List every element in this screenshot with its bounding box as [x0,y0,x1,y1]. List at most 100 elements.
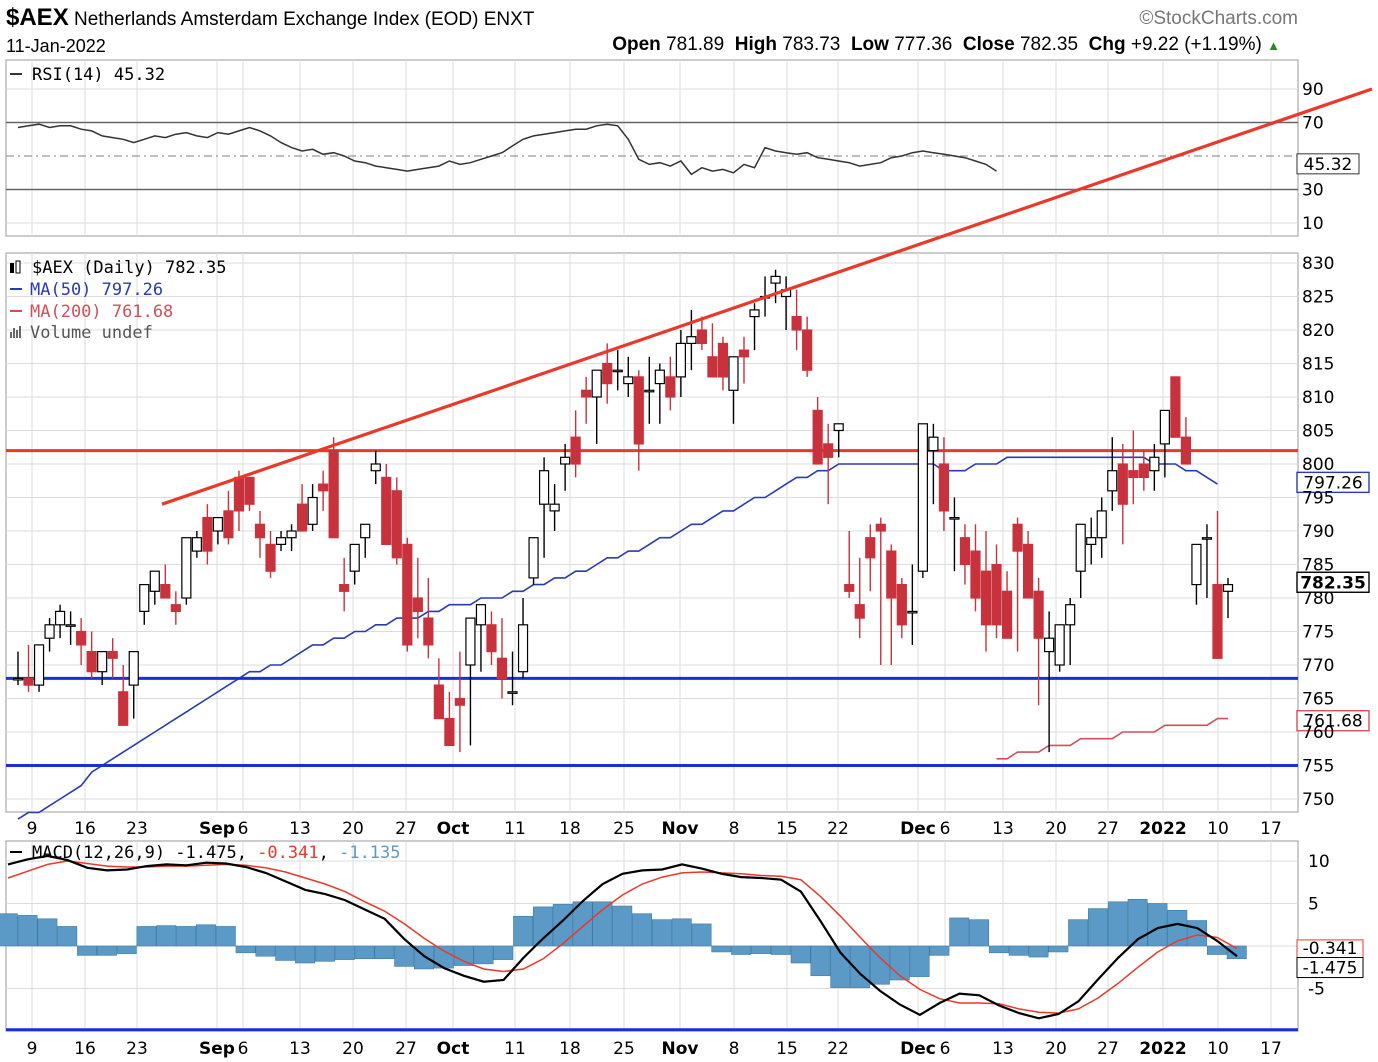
macd-line [7,854,1238,1020]
price-tick-label: 770 [1302,656,1334,676]
volume-legend: Volume undef [30,323,153,343]
x-tick-label: 11 [504,1039,526,1059]
candle-body [233,476,245,512]
x-tick-label: Oct [437,819,470,839]
price-legend-icon [10,260,21,274]
macd-hist-bar [929,945,950,956]
candle [1128,430,1139,505]
x-tick-label: 10 [1207,819,1229,839]
candle [412,557,423,639]
high-label: High [734,34,777,55]
x-tick-label: 2022 [1139,819,1186,839]
candle [296,484,308,532]
macd-hist-bar [37,918,58,947]
candle-body [1149,456,1160,472]
candle [791,289,802,351]
x-tick-label: 18 [559,1039,581,1059]
candle-body [370,463,381,472]
candle [802,316,813,377]
candle [633,370,644,471]
candle-body [86,650,97,673]
candle [149,570,160,605]
candle [12,651,24,686]
open-label: Open [612,34,661,55]
candle [886,544,897,665]
macd-panel: -0.341-1.475 [0,854,1364,1032]
trendline [161,87,1373,506]
ma50-marker-box [1296,471,1370,494]
x-tick-label: Nov [662,1039,699,1059]
x-tick-label: Sep [199,819,235,839]
candle [465,617,476,746]
candle [738,336,750,384]
macd-legend-hist: -1.135 [339,843,400,863]
open-value: 781.89 [666,34,725,55]
macd-signal-line [7,860,1238,1014]
candle [686,309,697,371]
candle-body [623,376,634,385]
candle-body [191,537,202,552]
symbol: $AEX [6,4,69,31]
candle-body [1075,523,1086,572]
candle-body [591,369,602,398]
candle-body [286,530,297,539]
candle [549,484,560,531]
rsi-tick-label: 90 [1302,80,1324,100]
candle-body [791,316,802,331]
macd-hist-bar [235,945,256,954]
candle-body [128,650,139,686]
close-value: 782.35 [1019,34,1079,55]
x-tick-label: 17 [1260,819,1282,839]
candle [844,531,855,598]
macd-hist-bar [1107,901,1128,947]
candle [528,537,539,585]
candle [696,316,708,351]
ma200-marker: 761.68 [1296,710,1370,732]
candle-body [1001,590,1013,639]
candle [339,557,350,612]
candle-body [1170,376,1181,438]
macd-legend-sep: , [319,843,339,863]
candle-body [1044,637,1055,653]
candle [1149,443,1160,491]
candle-body [1191,543,1202,586]
candle [1096,497,1107,558]
price-legend-icon-part [15,260,21,274]
candle [1086,517,1097,565]
volume-legend-icon [10,326,21,338]
candle-body [1201,537,1213,540]
rsi-tick-label: 70 [1302,114,1324,134]
macd-hist-bar [1147,903,1168,947]
macd-hist-bar [1008,945,1029,956]
candle [812,397,823,465]
macd-legend-signal: -0.341 [257,843,318,863]
candle-body [339,583,350,592]
candle [865,524,876,592]
macd-hist-bar [1088,908,1108,947]
macd-hist-bar [77,945,98,956]
candle [823,423,834,505]
candle-body [696,329,708,344]
candle [433,658,444,720]
rsi-current-box [1296,153,1360,175]
candle-body [1222,583,1234,592]
macd-hist-bar [612,905,633,947]
candle-body [107,650,118,659]
candle-body [1138,463,1149,478]
candle [454,651,466,753]
candle [181,537,192,605]
macd-legend-name: MACD(12,26,9) [32,843,175,863]
candle-body [381,476,392,545]
candle-body [875,523,886,532]
candle-body [896,583,907,626]
candle [318,470,329,511]
candle [1001,571,1013,639]
ma200-line [996,717,1228,760]
candle [1044,611,1055,753]
macd-hist-bar [295,945,316,964]
brand-watermark[interactable]: ©StockCharts.com [1139,8,1298,29]
x-tick-label: 25 [613,819,635,839]
candle-body [275,537,287,546]
candle-body [581,389,592,398]
candle-body [865,537,876,559]
